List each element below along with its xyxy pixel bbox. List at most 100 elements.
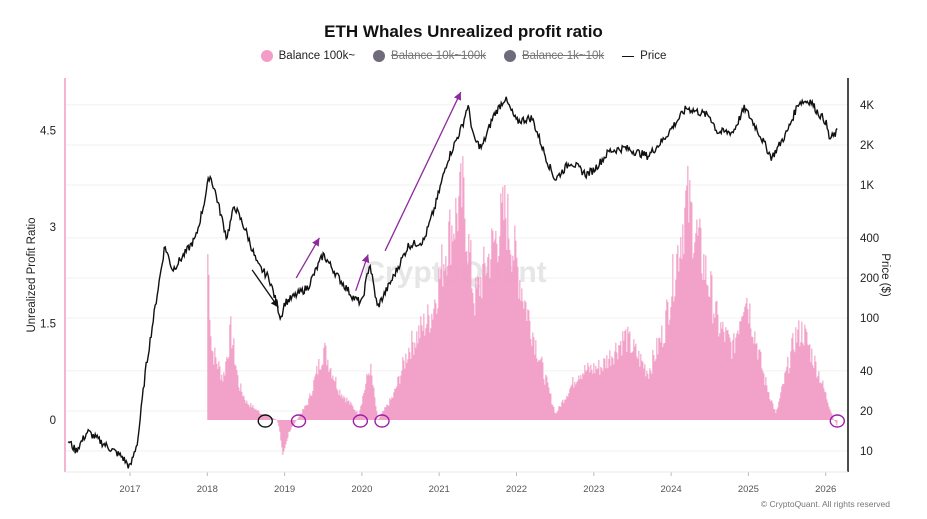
legend-item-balance-100k[interactable]: Balance 100k~: [260, 50, 355, 62]
ratio-bar: [358, 414, 360, 420]
ratio-bar: [484, 263, 486, 420]
ratio-bar: [264, 415, 266, 420]
ratio-bar: [226, 356, 228, 420]
ratio-bar: [557, 410, 559, 420]
x-tick-label: 2026: [815, 484, 836, 495]
legend-item-balance-1k-10k[interactable]: Balance 1k~10k: [504, 50, 604, 62]
ratio-bar: [702, 280, 704, 420]
ratio-bar: [479, 296, 481, 420]
ratio-bar: [432, 319, 434, 420]
ratio-bar: [576, 381, 578, 420]
ratio-bar: [245, 403, 247, 420]
right-tick-label: 400: [860, 233, 879, 245]
ratio-bar: [336, 388, 338, 420]
ratio-bar: [617, 359, 619, 420]
ratio-bar: [679, 257, 681, 420]
ratio-bar: [474, 315, 476, 420]
ratio-bar: [457, 231, 459, 420]
ratio-bar: [443, 264, 445, 420]
ratio-bar: [385, 407, 387, 420]
ratio-bar: [279, 420, 281, 432]
x-tick-label: 2021: [429, 484, 450, 495]
ratio-bar: [764, 385, 766, 420]
ratio-bar: [620, 340, 622, 420]
ratio-bar: [638, 350, 640, 420]
ratio-bar: [343, 396, 345, 420]
ratio-bar: [396, 386, 398, 420]
ratio-bar: [643, 368, 645, 420]
ratio-bar: [626, 351, 628, 420]
ratio-bar: [699, 218, 701, 420]
legend-item-price[interactable]: Price: [622, 50, 666, 62]
ratio-bar: [407, 359, 409, 420]
right-tick-label: 1K: [860, 180, 874, 192]
ratio-bar: [709, 296, 711, 420]
ratio-bar: [673, 301, 675, 420]
ratio-bar: [713, 313, 715, 420]
ratio-bar: [615, 342, 617, 420]
ratio-bar: [266, 415, 268, 420]
ratio-bar: [598, 360, 600, 420]
ratio-bar: [339, 389, 341, 420]
ratio-bar: [275, 419, 277, 420]
ratio-bar: [478, 277, 480, 420]
annotation-circle: [257, 414, 273, 428]
ratio-bar: [459, 171, 461, 420]
ratio-bar: [321, 365, 323, 420]
left-tick-label: 0: [50, 415, 56, 427]
ratio-bar: [725, 327, 727, 420]
ratio-bar: [533, 337, 535, 420]
ratio-bar: [468, 234, 470, 420]
right-tick-label: 10: [860, 446, 873, 458]
legend-dot-icon: [260, 50, 273, 62]
ratio-bar: [566, 395, 568, 420]
ratio-bar: [577, 380, 579, 420]
ratio-bar: [790, 351, 792, 420]
ratio-bar: [614, 351, 616, 420]
ratio-bar: [411, 330, 413, 420]
ratio-bar: [821, 383, 823, 420]
ratio-bar: [623, 340, 625, 420]
ratio-bar: [639, 366, 641, 420]
ratio-bar: [730, 341, 732, 420]
ratio-bar: [369, 375, 371, 420]
ratio-bar: [793, 349, 795, 420]
legend-item-balance-10k-100k[interactable]: Balance 10k~100k: [373, 50, 486, 62]
ratio-bar: [476, 288, 478, 420]
ratio-bar: [553, 407, 555, 420]
ratio-bar: [387, 405, 389, 420]
ratio-bar: [701, 273, 703, 420]
ratio-bar: [711, 275, 713, 420]
ratio-bar: [363, 393, 365, 420]
ratio-bar: [541, 356, 543, 420]
ratio-bar: [689, 180, 691, 420]
ratio-bar: [353, 409, 355, 420]
ratio-bar: [354, 410, 356, 420]
ratio-bar: [608, 358, 610, 420]
ratio-bar: [244, 399, 246, 420]
ratio-bar: [491, 228, 493, 420]
ratio-bar: [704, 279, 706, 420]
right-axis-title: Price ($): [879, 253, 891, 297]
ratio-bar: [761, 368, 763, 420]
ratio-bar: [722, 321, 724, 420]
ratio-bar: [230, 316, 232, 420]
ratio-bar: [325, 345, 327, 420]
ratio-bar: [717, 314, 719, 420]
ratio-bar: [756, 343, 758, 420]
ratio-bar: [465, 252, 467, 420]
ratio-bar: [640, 354, 642, 420]
ratio-bar: [254, 409, 256, 420]
ratio-bar: [516, 257, 518, 420]
ratio-bar: [214, 347, 216, 420]
ratio-bar: [636, 356, 638, 420]
ratio-bar: [703, 254, 705, 420]
ratio-bar: [674, 296, 676, 420]
ratio-bar: [236, 370, 238, 420]
ratio-bar: [228, 357, 230, 420]
ratio-bar: [659, 337, 661, 420]
legend-label: Balance 1k~10k: [522, 50, 605, 62]
ratio-bar: [511, 271, 513, 420]
ratio-bar: [217, 368, 219, 420]
ratio-bar: [715, 301, 717, 420]
